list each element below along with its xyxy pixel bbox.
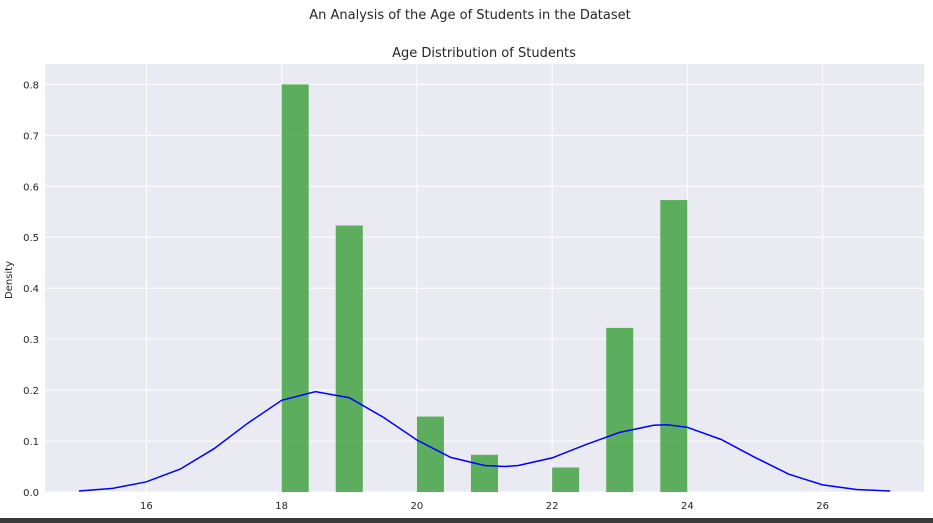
window-bottom-bar <box>0 518 933 523</box>
y-tick-label-6: 0.6 <box>23 182 39 193</box>
grid-lines <box>45 64 924 493</box>
histogram-bars <box>281 84 688 493</box>
y-tick-label-0: 0.0 <box>23 488 39 499</box>
y-tick-label-8: 0.8 <box>23 80 39 91</box>
y-tick-label-2: 0.2 <box>23 386 39 397</box>
bar-5 <box>606 327 634 492</box>
y-tick-label-4: 0.4 <box>23 284 39 295</box>
x-tick-label-1: 18 <box>275 501 288 512</box>
y-tick-label-1: 0.1 <box>23 437 39 448</box>
x-tick-label-0: 16 <box>140 501 153 512</box>
bar-3 <box>470 454 499 492</box>
chart-suptitle: An Analysis of the Age of Students in th… <box>309 8 630 23</box>
bar-4 <box>552 467 580 492</box>
kde-curve <box>78 390 891 492</box>
y-tick-label-5: 0.5 <box>23 233 39 244</box>
y-tick-label-3: 0.3 <box>23 335 39 346</box>
y-axis-label: Density <box>4 261 15 299</box>
bar-2 <box>416 416 444 492</box>
chart-title: Age Distribution of Students <box>392 46 576 61</box>
bar-1 <box>335 225 363 492</box>
y-tick-label-7: 0.7 <box>23 131 39 142</box>
bar-6 <box>660 200 688 493</box>
x-tick-label-4: 24 <box>681 501 694 512</box>
x-tick-label-3: 22 <box>546 501 559 512</box>
x-tick-label-5: 26 <box>816 501 829 512</box>
y-tick-labels: 0.0 0.1 0.2 0.3 0.4 0.5 0.6 0.7 0.8 <box>23 80 39 499</box>
plot-area <box>45 64 924 492</box>
x-tick-label-2: 20 <box>411 501 424 512</box>
x-tick-labels: 16 18 20 22 24 26 <box>140 501 829 512</box>
bar-0 <box>281 84 309 492</box>
